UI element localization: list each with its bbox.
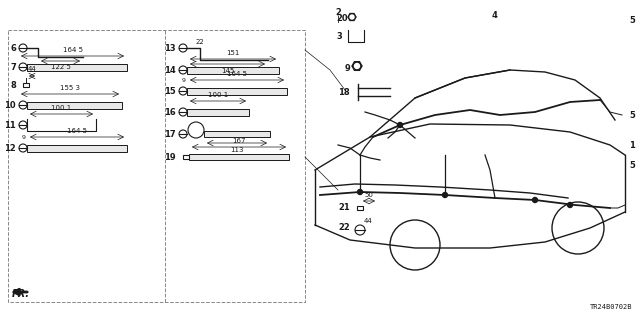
Text: 15: 15 bbox=[164, 86, 176, 95]
Text: 2: 2 bbox=[335, 7, 341, 17]
Bar bbox=[187, 108, 249, 116]
Text: 164 5: 164 5 bbox=[63, 47, 83, 53]
Bar bbox=[27, 145, 127, 151]
Bar bbox=[187, 67, 279, 74]
Text: 100 1: 100 1 bbox=[208, 92, 228, 98]
Text: 18: 18 bbox=[339, 87, 350, 97]
Text: 4: 4 bbox=[491, 11, 497, 20]
Text: 155 3: 155 3 bbox=[60, 85, 80, 91]
Text: 19: 19 bbox=[164, 153, 176, 162]
Circle shape bbox=[358, 189, 362, 195]
Text: 113: 113 bbox=[230, 147, 244, 153]
Text: 14: 14 bbox=[164, 66, 176, 75]
Bar bbox=[187, 87, 287, 94]
Text: 9: 9 bbox=[182, 78, 186, 83]
Text: 164 5: 164 5 bbox=[227, 71, 247, 77]
Bar bbox=[357, 206, 363, 210]
Text: 164 5: 164 5 bbox=[67, 128, 87, 134]
Text: FR.: FR. bbox=[12, 289, 30, 299]
Bar bbox=[183, 155, 189, 159]
Text: 5: 5 bbox=[629, 110, 635, 119]
Text: 5: 5 bbox=[629, 161, 635, 170]
Text: 22: 22 bbox=[339, 223, 350, 233]
Polygon shape bbox=[352, 62, 362, 70]
Bar bbox=[204, 131, 270, 137]
Bar bbox=[27, 101, 122, 108]
Circle shape bbox=[350, 15, 354, 19]
Text: 8: 8 bbox=[10, 81, 16, 90]
Text: 167: 167 bbox=[232, 138, 246, 144]
Text: 6: 6 bbox=[10, 44, 16, 52]
Text: 44: 44 bbox=[28, 66, 36, 72]
Text: 9: 9 bbox=[22, 135, 26, 140]
Bar bbox=[27, 63, 127, 70]
Text: 22: 22 bbox=[196, 39, 205, 45]
Circle shape bbox=[532, 197, 538, 203]
Text: 1: 1 bbox=[629, 140, 635, 149]
Text: 3: 3 bbox=[336, 31, 342, 41]
Text: TR24B0702B: TR24B0702B bbox=[589, 304, 632, 310]
Text: 122 5: 122 5 bbox=[51, 64, 70, 70]
Circle shape bbox=[397, 123, 403, 127]
Text: 7: 7 bbox=[10, 62, 16, 71]
Text: 151: 151 bbox=[227, 50, 240, 56]
Text: 10: 10 bbox=[4, 100, 16, 109]
Text: 17: 17 bbox=[164, 130, 176, 139]
Text: 44: 44 bbox=[364, 218, 372, 224]
Circle shape bbox=[442, 193, 447, 197]
Text: 20: 20 bbox=[337, 13, 348, 22]
Circle shape bbox=[355, 63, 360, 68]
Text: 145: 145 bbox=[221, 68, 234, 74]
Text: 9: 9 bbox=[344, 63, 350, 73]
Text: 50: 50 bbox=[365, 192, 373, 198]
Bar bbox=[189, 154, 289, 160]
Text: 11: 11 bbox=[4, 121, 16, 130]
Bar bbox=[23, 83, 29, 87]
Text: 5: 5 bbox=[629, 15, 635, 25]
Polygon shape bbox=[348, 13, 356, 20]
Circle shape bbox=[568, 203, 573, 207]
Text: 16: 16 bbox=[164, 108, 176, 116]
Text: 21: 21 bbox=[339, 204, 350, 212]
Text: 12: 12 bbox=[4, 143, 16, 153]
Text: 13: 13 bbox=[164, 44, 176, 52]
Text: 100 1: 100 1 bbox=[51, 105, 72, 111]
